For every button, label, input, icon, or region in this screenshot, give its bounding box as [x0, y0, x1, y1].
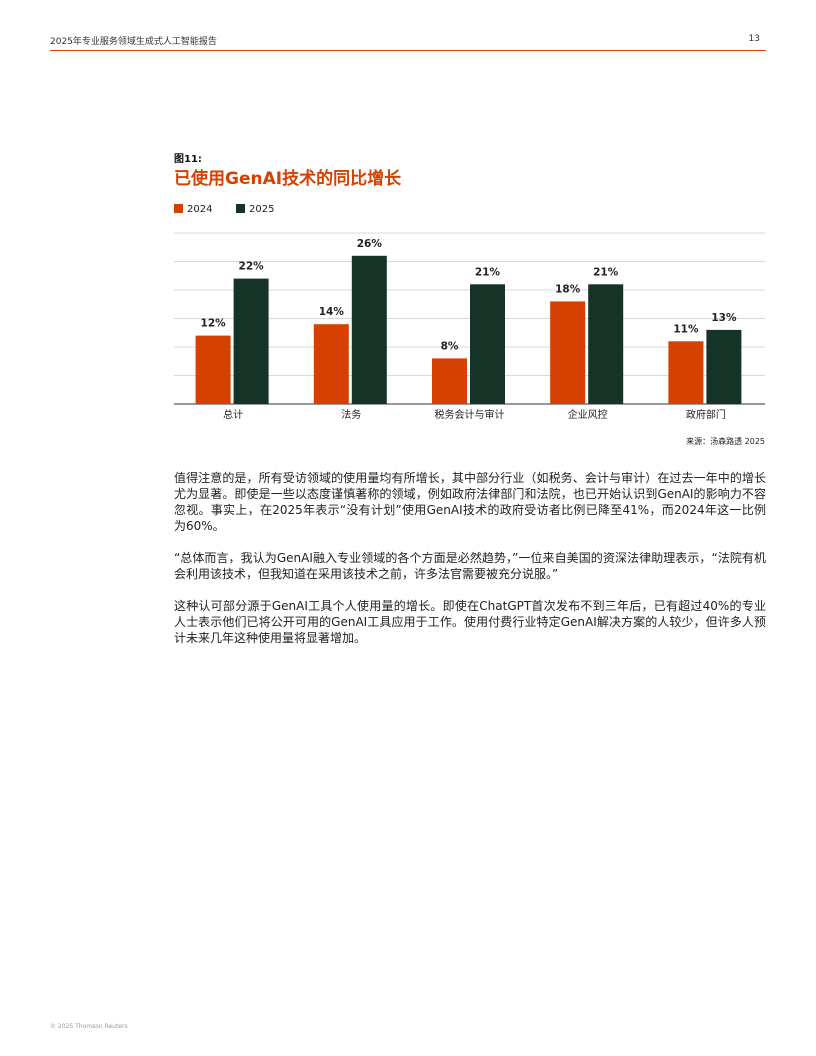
x-tick-label: 总计 — [223, 408, 243, 421]
bar — [706, 329, 742, 404]
header-rule — [50, 50, 766, 51]
value-label: 22% — [239, 261, 265, 273]
legend-label: 2025 — [249, 204, 274, 215]
bar — [351, 255, 387, 404]
chart: 2024 2025 总计 12% 22% 法务 14% 26% 税务会计与审计 8% 21% 企业风控… — [174, 204, 765, 421]
figure-title: 已使用GenAI技术的同比增长 — [174, 169, 402, 189]
bar — [588, 284, 624, 404]
bar — [195, 335, 231, 404]
header-title: 2025年专业服务领域生成式人工智能报告 — [50, 37, 217, 47]
bar — [470, 284, 505, 404]
value-label: 8% — [441, 340, 459, 352]
bar — [233, 278, 269, 404]
x-tick-label: 政府部门 — [686, 408, 726, 421]
source: 来源：汤森路透 2025 — [686, 437, 765, 446]
page-number: 13 — [748, 34, 760, 44]
bar — [432, 358, 467, 404]
value-label: 14% — [319, 306, 345, 318]
footer: © 2025 Thomson Reuters — [50, 1023, 128, 1030]
paragraph: “总体而言，我认为GenAI融入专业领域的各个方面是必然趋势，”一位来自美国的资… — [174, 551, 766, 581]
paragraph: 这种认可部分源于GenAI工具个人使用量的增长。即使在ChatGPT首次发布不到… — [174, 599, 766, 645]
value-label: 11% — [673, 323, 699, 335]
value-label: 12% — [201, 318, 227, 330]
x-tick-label: 法务 — [341, 408, 361, 421]
value-label: 21% — [475, 266, 501, 278]
figure-label: 图11: — [174, 154, 202, 165]
legend-swatch — [236, 204, 245, 213]
legend-label: 2024 — [187, 204, 212, 215]
value-label: 21% — [593, 266, 619, 278]
value-label: 18% — [555, 283, 581, 295]
legend-swatch — [174, 204, 183, 213]
paragraph: 值得注意的是，所有受访领域的使用量均有所增长，其中部分行业（如税务、会计与审计）… — [174, 471, 766, 533]
bar — [668, 341, 704, 404]
value-label: 26% — [357, 238, 383, 250]
bar — [313, 324, 349, 404]
bar — [550, 301, 586, 404]
x-tick-label: 企业风控 — [568, 408, 608, 421]
x-tick-label: 税务会计与审计 — [435, 408, 505, 421]
value-label: 13% — [711, 312, 737, 324]
